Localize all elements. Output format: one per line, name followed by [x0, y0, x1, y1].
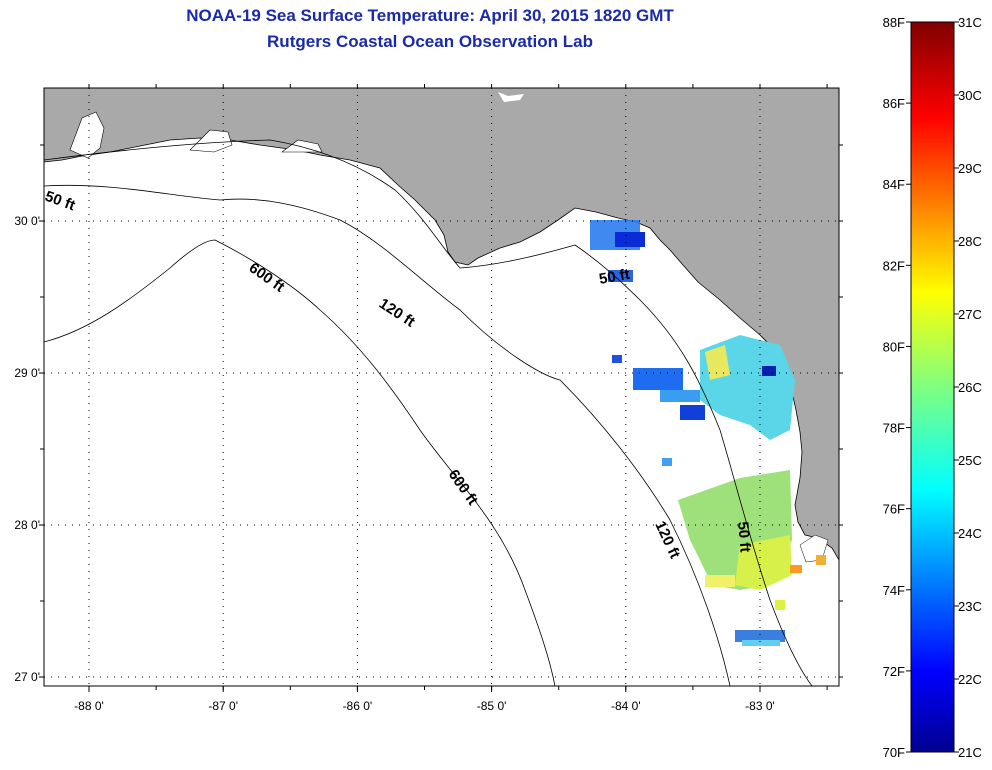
colorbar — [910, 21, 955, 753]
colorbar-f-label: 70F — [883, 745, 905, 760]
contour-50ft — [44, 139, 813, 686]
colorbar-c-label: 29C — [958, 161, 982, 176]
contour-label-50ft-b: 50 ft — [598, 266, 631, 288]
contour-120ft — [44, 184, 731, 686]
lake-island — [498, 92, 524, 102]
lon-tick-label: -85 0' — [477, 699, 507, 713]
map-title: NOAA-19 Sea Surface Temperature: April 3… — [186, 6, 674, 25]
colorbar-c-label: 22C — [958, 672, 982, 687]
colorbar-f-label: 86F — [883, 96, 905, 111]
bay-mobile — [69, 111, 105, 159]
colorbar-c-label: 28C — [958, 234, 982, 249]
colorbar-c-label: 24C — [958, 526, 982, 541]
bay-pensacola — [189, 129, 233, 153]
colorbar-c-label: 25C — [958, 453, 982, 468]
colorbar-f-label: 80F — [883, 339, 905, 354]
colorbar-fahrenheit-labels: 88F 86F 84F 82F 80F 78F 76F 74F 72F 70F — [883, 15, 911, 760]
colorbar-f-label: 78F — [883, 421, 905, 436]
land-mass — [44, 88, 839, 561]
lat-tick-label: 27 0' — [14, 670, 40, 684]
map-subtitle: Rutgers Coastal Ocean Observation Lab — [267, 32, 593, 51]
colorbar-f-label: 82F — [883, 258, 905, 273]
colorbar-c-label: 31C — [958, 15, 982, 30]
colorbar-f-label: 88F — [883, 15, 905, 30]
lon-tick-label: -86 0' — [343, 699, 373, 713]
colorbar-f-label: 74F — [883, 583, 905, 598]
lat-tick-label: 30 0' — [14, 214, 40, 228]
colorbar-c-label: 21C — [958, 745, 982, 760]
lat-tick-label: 29 0' — [14, 366, 40, 380]
colorbar-c-label: 30C — [958, 88, 982, 103]
colorbar-c-label: 26C — [958, 380, 982, 395]
colorbar-c-label: 23C — [958, 599, 982, 614]
lon-tick-label: -84 0' — [611, 699, 641, 713]
lon-tick-label: -83 0' — [745, 699, 775, 713]
colorbar-c-label: 27C — [958, 307, 982, 322]
colorbar-f-label: 72F — [883, 664, 905, 679]
lon-tick-label: -88 0' — [74, 699, 104, 713]
bay-choctawhatchee — [281, 139, 323, 153]
colorbar-f-label: 84F — [883, 177, 905, 192]
colorbar-celsius-labels: 31C 30C 29C 28C 27C 26C 25C 24C 23C 22C 21C — [954, 15, 982, 760]
sst-data-layer — [590, 220, 826, 646]
colorbar-f-label: 76F — [883, 502, 905, 517]
axis-tick-labels: 30 0' 29 0' 28 0' 27 0' -88 0' -87 0' -86 0' -8… — [14, 214, 774, 713]
lon-tick-label: -87 0' — [208, 699, 238, 713]
graticule — [39, 84, 843, 692]
contour-600ft — [44, 239, 556, 686]
contour-label-50ft-c: 50 ft — [734, 521, 754, 553]
map-frame — [43, 87, 840, 687]
lat-tick-label: 28 0' — [14, 518, 40, 532]
